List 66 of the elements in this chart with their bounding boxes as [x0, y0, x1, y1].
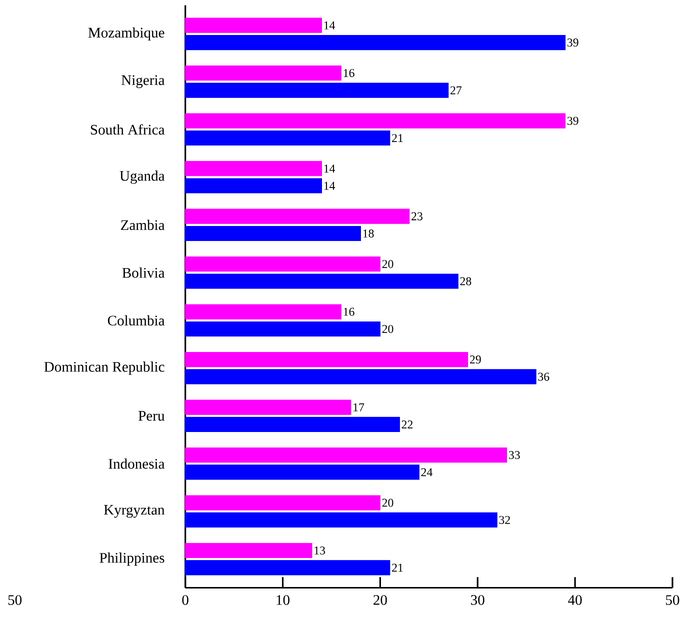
bar	[185, 274, 458, 289]
data-label: 36	[538, 372, 550, 381]
y-tick-label: Columbia	[108, 315, 165, 326]
data-label: 16	[344, 69, 354, 78]
y-tick-label: Mozambique	[88, 27, 164, 41]
y-tick-label: South Africa	[90, 124, 165, 135]
bar	[185, 256, 380, 272]
bar	[185, 35, 566, 50]
bar	[185, 400, 352, 415]
x-tick-label: 0	[182, 595, 188, 605]
data-label: 13	[314, 546, 326, 555]
bar	[185, 304, 342, 320]
bar	[185, 161, 322, 176]
data-label: 21	[392, 564, 403, 572]
x-tick-label: 50	[666, 595, 680, 605]
bar	[185, 560, 390, 576]
data-label: 28	[460, 277, 472, 286]
data-label: 23	[412, 212, 422, 220]
data-label: 39	[567, 38, 578, 47]
bar	[185, 66, 342, 81]
data-label: 17	[354, 403, 364, 412]
bar	[185, 178, 322, 194]
y-tick-label: Bolivia	[122, 268, 165, 278]
bar	[185, 208, 410, 224]
y-tick-label: Philippines	[100, 552, 164, 566]
bar	[185, 369, 536, 384]
y-tick-label: Indonesia	[108, 458, 165, 469]
y-tick-label: Uganda	[120, 170, 165, 184]
data-label: 22	[402, 420, 413, 429]
data-label: 24	[421, 468, 432, 476]
bar	[185, 448, 508, 463]
y-tick-label: Nigeria	[122, 75, 165, 88]
data-label: 29	[470, 356, 481, 364]
data-label: 33	[508, 451, 520, 460]
data-label: 20	[382, 260, 394, 268]
bar	[185, 512, 498, 528]
x-tick-label: 40	[568, 595, 582, 605]
y-tick-label: Peru	[138, 411, 165, 421]
data-label: 16	[344, 308, 354, 316]
bar	[185, 464, 420, 480]
y-tick-label: Zambia	[120, 220, 165, 230]
data-label: 18	[363, 230, 374, 238]
bar	[185, 543, 312, 558]
data-label: 14	[324, 22, 336, 30]
y-tick-label: Kyrgyztan	[104, 505, 165, 518]
data-label: 21	[392, 134, 403, 142]
x-tick-label: 10	[276, 595, 290, 605]
data-label: 20	[382, 325, 394, 334]
bar	[185, 130, 390, 146]
bar	[185, 113, 566, 128]
data-label: 27	[450, 86, 462, 94]
data-label: 32	[499, 516, 510, 524]
bar	[185, 352, 468, 368]
bar	[185, 495, 380, 510]
data-label: 14	[324, 182, 336, 190]
x-tick-label: 30	[471, 595, 484, 605]
bar	[185, 417, 400, 432]
bar	[185, 82, 449, 98]
data-label: 20	[382, 498, 394, 507]
x-tick-label: 20	[374, 595, 387, 605]
bar	[185, 322, 380, 337]
bar	[185, 226, 361, 242]
bar	[185, 18, 322, 33]
y-tick-label: Dominican Republic	[44, 362, 164, 375]
data-label: 39	[567, 116, 578, 125]
data-label: 14	[324, 164, 336, 173]
